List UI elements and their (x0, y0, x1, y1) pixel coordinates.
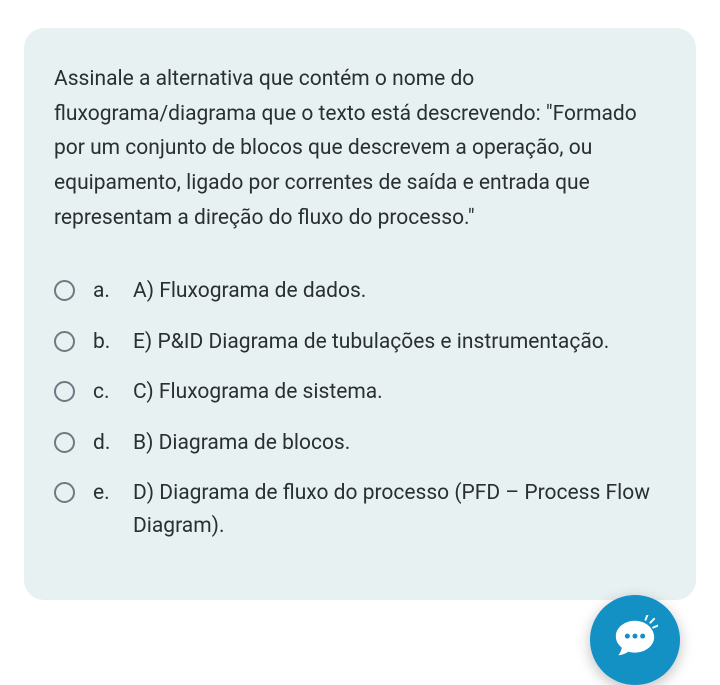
option-c[interactable]: c. C) Fluxograma de sistema. (54, 376, 666, 409)
radio-d[interactable] (54, 432, 75, 453)
option-a[interactable]: a. A) Fluxograma de dados. (54, 275, 666, 308)
option-text: C) Fluxograma de sistema. (133, 376, 666, 409)
option-letter: d. (93, 427, 121, 460)
radio-a[interactable] (54, 280, 75, 301)
option-letter: a. (93, 275, 121, 308)
options-list: a. A) Fluxograma de dados. b. E) P&ID Di… (54, 275, 666, 542)
option-letter: c. (93, 376, 121, 409)
radio-e[interactable] (54, 482, 75, 503)
option-text: A) Fluxograma de dados. (133, 275, 666, 308)
question-card: Assinale a alternativa que contém o nome… (24, 28, 696, 600)
option-text: B) Diagrama de blocos. (133, 427, 666, 460)
option-d[interactable]: d. B) Diagrama de blocos. (54, 427, 666, 460)
question-text: Assinale a alternativa que contém o nome… (54, 62, 666, 235)
option-text: D) Diagrama de fluxo do processo (PFD – … (133, 477, 666, 542)
radio-c[interactable] (54, 381, 75, 402)
option-letter: b. (93, 326, 121, 359)
option-b[interactable]: b. E) P&ID Diagrama de tubulações e inst… (54, 326, 666, 359)
radio-b[interactable] (54, 331, 75, 352)
option-letter: e. (93, 477, 121, 510)
option-text: E) P&ID Diagrama de tubulações e instrum… (133, 326, 666, 359)
chat-icon (612, 615, 658, 665)
chat-fab[interactable] (590, 595, 680, 685)
option-e[interactable]: e. D) Diagrama de fluxo do processo (PFD… (54, 477, 666, 542)
